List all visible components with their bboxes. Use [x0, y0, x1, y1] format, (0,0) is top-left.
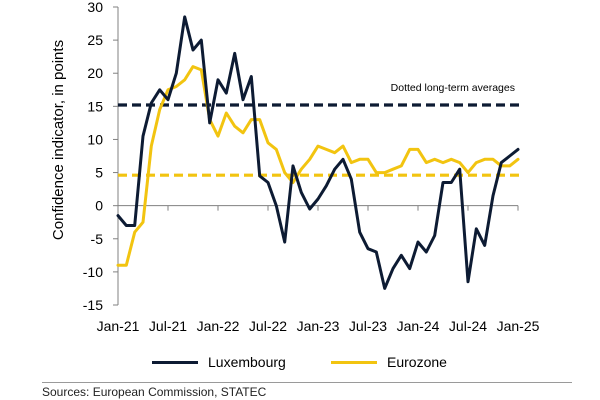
long-term-average-annotation: Dotted long-term averages	[391, 82, 515, 94]
y-tick-label: 30	[87, 0, 103, 15]
y-tick-label: 10	[87, 131, 103, 147]
legend-item-luxembourg: Luxembourg	[152, 354, 286, 370]
y-tick-label: -15	[83, 297, 103, 313]
x-tick-label: Jan-21	[97, 318, 140, 334]
y-tick-label: -5	[91, 231, 104, 247]
y-axis-label: Confidence indicator, in points	[50, 40, 67, 240]
x-tick-label: Jan-23	[297, 318, 340, 334]
y-tick-label: 25	[87, 32, 103, 48]
source-divider	[42, 382, 572, 383]
legend-swatch-luxembourg	[152, 360, 198, 364]
series-line-luxembourg	[116, 15, 520, 290]
x-tick-label: Jul-24	[449, 318, 487, 334]
x-tick-label: Jul-23	[349, 318, 387, 334]
legend-label-eurozone: Eurozone	[387, 354, 447, 370]
y-tick-label: 15	[87, 98, 103, 114]
y-tick-label: 20	[87, 65, 103, 81]
x-tick-label: Jul-22	[249, 318, 287, 334]
legend-item-eurozone: Eurozone	[331, 354, 447, 370]
series-line-eurozone	[116, 65, 520, 267]
y-tick-label: 5	[95, 165, 103, 181]
x-tick-label: Jan-22	[197, 318, 240, 334]
y-tick-label: -10	[83, 264, 103, 280]
legend-swatch-eurozone	[331, 360, 377, 364]
x-tick-label: Jan-25	[497, 318, 540, 334]
axes: -15 -10 -5 0 5 10 15 20 25 30 Jan-21 Jul-21 Jan-22 Ju…	[83, 0, 540, 334]
series-lines	[116, 15, 520, 290]
line-chart: Confidence indicator, in points -15 -10 -5…	[50, 0, 540, 334]
legend-label-luxembourg: Luxembourg	[208, 354, 286, 370]
x-tick-label: Jul-21	[149, 318, 187, 334]
x-tick-label: Jan-24	[397, 318, 440, 334]
y-tick-label: 0	[95, 198, 103, 214]
source-note: Sources: European Commission, STATEC	[42, 385, 267, 399]
legend: Luxembourg Eurozone	[0, 354, 600, 374]
long-term-average-lines	[118, 103, 520, 177]
